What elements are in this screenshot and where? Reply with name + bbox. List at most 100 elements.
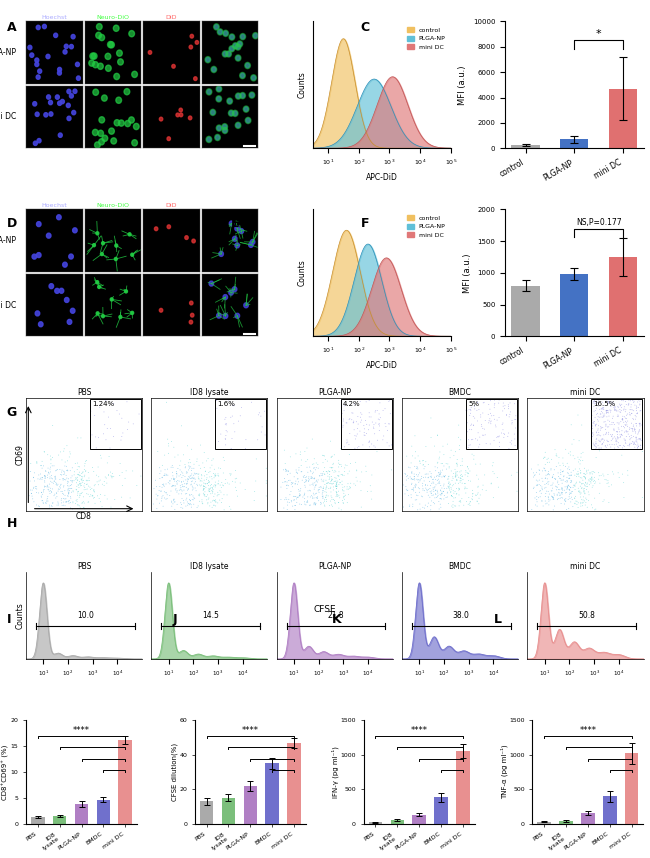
Text: D: D bbox=[6, 217, 17, 230]
Point bbox=[542, 456, 552, 469]
Point bbox=[333, 485, 344, 498]
Point bbox=[73, 486, 83, 500]
Point bbox=[56, 477, 66, 491]
Point bbox=[473, 487, 483, 501]
Point bbox=[591, 426, 601, 439]
Point bbox=[575, 480, 586, 493]
Point bbox=[202, 477, 213, 491]
Point bbox=[444, 476, 454, 490]
Point bbox=[25, 456, 36, 470]
Point bbox=[351, 415, 361, 429]
Point bbox=[200, 477, 211, 491]
Point bbox=[619, 410, 630, 424]
Point bbox=[168, 479, 178, 492]
Point bbox=[566, 474, 576, 487]
Point bbox=[96, 451, 107, 465]
Point bbox=[584, 478, 595, 492]
Point bbox=[547, 490, 558, 504]
Point bbox=[610, 402, 620, 416]
Point bbox=[88, 488, 98, 502]
Point bbox=[474, 402, 484, 416]
Point bbox=[288, 476, 298, 490]
Point bbox=[292, 496, 302, 510]
Point bbox=[73, 468, 84, 481]
Text: K: K bbox=[332, 613, 341, 626]
Point bbox=[60, 498, 70, 512]
Point bbox=[562, 474, 573, 488]
Point bbox=[562, 480, 573, 494]
Point bbox=[322, 476, 332, 490]
Point bbox=[437, 487, 447, 501]
Point bbox=[190, 468, 200, 481]
Point bbox=[619, 400, 630, 414]
Point bbox=[580, 470, 591, 484]
Point bbox=[327, 491, 337, 505]
Point bbox=[176, 483, 187, 497]
Point bbox=[557, 487, 567, 501]
Point bbox=[320, 491, 331, 505]
Point bbox=[552, 476, 563, 490]
Point bbox=[260, 428, 270, 442]
Point bbox=[627, 437, 637, 450]
Point bbox=[443, 481, 454, 495]
Point bbox=[619, 415, 629, 429]
Point bbox=[593, 438, 603, 452]
Point bbox=[80, 456, 90, 470]
Point bbox=[549, 472, 560, 486]
Point bbox=[476, 420, 487, 433]
Point bbox=[194, 489, 205, 503]
Point bbox=[575, 486, 585, 499]
Point bbox=[345, 456, 356, 470]
Point bbox=[55, 473, 65, 486]
Circle shape bbox=[119, 316, 122, 318]
Point bbox=[606, 428, 616, 442]
Point bbox=[128, 417, 138, 431]
Point bbox=[44, 467, 55, 480]
Point bbox=[309, 488, 319, 502]
Point bbox=[579, 481, 590, 495]
Point bbox=[441, 491, 451, 505]
Point bbox=[458, 473, 468, 486]
Point bbox=[26, 486, 36, 500]
Circle shape bbox=[32, 254, 36, 259]
Point bbox=[632, 407, 642, 420]
Point bbox=[448, 478, 459, 492]
Point bbox=[629, 413, 639, 426]
Point bbox=[462, 425, 473, 438]
Point bbox=[549, 486, 559, 500]
Point bbox=[616, 414, 626, 428]
Circle shape bbox=[179, 113, 183, 117]
Y-axis label: MFI (a.u.): MFI (a.u.) bbox=[463, 253, 472, 293]
Point bbox=[122, 395, 132, 408]
Point bbox=[300, 492, 310, 505]
Point bbox=[473, 414, 483, 428]
Point bbox=[58, 473, 68, 486]
Point bbox=[198, 476, 209, 490]
Point bbox=[207, 484, 218, 498]
Title: ID8 lysate: ID8 lysate bbox=[190, 563, 229, 571]
Point bbox=[460, 480, 470, 494]
Point bbox=[434, 452, 445, 466]
Point bbox=[332, 488, 342, 502]
Point bbox=[213, 469, 224, 483]
Point bbox=[534, 484, 545, 498]
Point bbox=[369, 418, 379, 432]
Point bbox=[291, 465, 302, 479]
Point bbox=[46, 484, 56, 498]
Point bbox=[448, 470, 458, 484]
Point bbox=[604, 409, 614, 423]
Point bbox=[183, 456, 194, 469]
Point bbox=[612, 431, 623, 444]
Point bbox=[343, 467, 353, 480]
Point bbox=[203, 482, 214, 496]
Point bbox=[366, 485, 376, 498]
Point bbox=[601, 417, 611, 431]
Point bbox=[626, 421, 636, 435]
Point bbox=[551, 473, 561, 486]
Point bbox=[576, 447, 586, 461]
Point bbox=[301, 498, 311, 511]
Point bbox=[194, 467, 204, 480]
Point bbox=[84, 474, 94, 487]
Point bbox=[443, 472, 454, 486]
Point bbox=[413, 481, 424, 495]
